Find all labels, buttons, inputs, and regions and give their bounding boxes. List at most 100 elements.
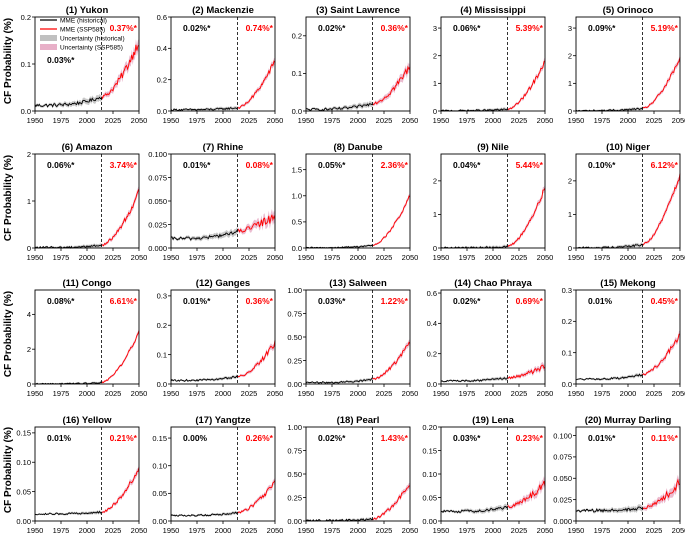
future-line bbox=[101, 467, 140, 513]
x-tick-label: 2025 bbox=[105, 253, 122, 262]
y-tick-label: 1.0 bbox=[292, 192, 302, 201]
y-tick-label: 0.6 bbox=[157, 13, 167, 22]
x-tick-label: 1975 bbox=[459, 389, 476, 398]
future-uncertainty-band bbox=[507, 57, 545, 111]
x-tick-label: 2025 bbox=[376, 253, 393, 262]
x-tick-label: 2050 bbox=[402, 253, 419, 262]
y-tick-label: 3 bbox=[568, 24, 572, 33]
y-tick-label: 1.00 bbox=[287, 286, 302, 295]
future-line bbox=[372, 341, 411, 381]
x-tick-label: 2000 bbox=[79, 389, 96, 398]
future-uncertainty-band bbox=[101, 328, 139, 384]
y-tick-label: 0.050 bbox=[148, 197, 167, 206]
y-tick-label: 0.15 bbox=[422, 446, 437, 455]
future-line bbox=[237, 340, 276, 378]
future-change-label: 0.21%* bbox=[110, 433, 138, 443]
y-tick-label: 0.00 bbox=[287, 380, 302, 389]
future-change-label: 0.37%* bbox=[110, 23, 138, 33]
y-tick-label: 0.1 bbox=[21, 60, 31, 69]
x-tick-label: 1950 bbox=[298, 116, 315, 125]
future-uncertainty-band bbox=[507, 476, 545, 510]
x-tick-label: 2050 bbox=[131, 253, 148, 262]
future-uncertainty-band bbox=[101, 185, 139, 247]
y-tick-label: 0 bbox=[568, 244, 572, 253]
y-tick-label: 2 bbox=[568, 52, 572, 61]
historical-change-label: 0.06%* bbox=[453, 23, 481, 33]
x-tick-label: 2025 bbox=[511, 526, 528, 535]
y-axis-labels: CF Probability (%) CF Probability (%) CF… bbox=[3, 18, 14, 513]
x-tick-label: 2025 bbox=[241, 253, 258, 262]
future-change-label: 3.74%* bbox=[110, 160, 138, 170]
panel-14: (14) Chao Phraya 0.02%* 0.69%* 0.0 0.2 0.4 0.6… bbox=[427, 278, 554, 398]
x-tick-label: 1950 bbox=[298, 389, 315, 398]
future-change-label: 5.19%* bbox=[651, 23, 679, 33]
y-tick-label: 0.3 bbox=[562, 286, 572, 295]
x-tick-label: 1950 bbox=[298, 253, 315, 262]
panel-5: (5) Orinoco 0.09%* 5.19%* 0 1 2 3 1950 1975 2000 2… bbox=[568, 5, 685, 125]
x-tick-label: 2025 bbox=[241, 116, 258, 125]
y-tick-label: 0.25 bbox=[287, 493, 302, 502]
x-tick-label: 2025 bbox=[646, 526, 663, 535]
y-tick-label: 0.2 bbox=[21, 13, 31, 22]
x-tick-label: 2000 bbox=[79, 116, 96, 125]
x-tick-label: 2050 bbox=[131, 116, 148, 125]
y-tick-label: 0.0 bbox=[292, 107, 302, 116]
x-tick-label: 2050 bbox=[672, 253, 685, 262]
y-tick-label: 0.25 bbox=[287, 356, 302, 365]
panel-title: (10) Niger bbox=[606, 142, 650, 153]
y-tick-label: 0.75 bbox=[287, 446, 302, 455]
x-tick-label: 2050 bbox=[131, 526, 148, 535]
x-tick-label: 2025 bbox=[646, 116, 663, 125]
future-change-label: 0.69%* bbox=[516, 296, 544, 306]
future-uncertainty-band bbox=[372, 193, 410, 247]
future-line bbox=[642, 333, 681, 376]
panel-2: (2) Mackenzie 0.02%* 0.74%* 0.0 0.2 0.4 0.6 195… bbox=[157, 5, 284, 125]
future-uncertainty-band bbox=[237, 57, 275, 110]
x-tick-label: 1975 bbox=[53, 116, 70, 125]
x-tick-label: 1950 bbox=[433, 526, 450, 535]
future-change-label: 5.44%* bbox=[516, 160, 544, 170]
x-tick-label: 2025 bbox=[511, 389, 528, 398]
x-tick-label: 1975 bbox=[189, 116, 206, 125]
future-line bbox=[237, 480, 276, 514]
panel-16: (16) Yellow 0.01% 0.21%* 0.00 0.05 0.10 0.15 19… bbox=[16, 415, 147, 535]
y-tick-label: 0.100 bbox=[148, 150, 167, 159]
historical-line bbox=[170, 107, 238, 112]
historical-uncertainty-band bbox=[576, 504, 643, 514]
future-line bbox=[237, 214, 276, 233]
panel-7: (7) Rhine 0.01%* 0.08%* 0.000 0.025 0.050 0.07… bbox=[148, 142, 283, 262]
historical-change-label: 0.01%* bbox=[588, 433, 616, 443]
panel-18: (18) Pearl 0.02%* 1.43%* 0.00 0.25 0.50 0.75 1.… bbox=[287, 415, 418, 535]
x-tick-label: 1950 bbox=[298, 526, 315, 535]
future-uncertainty-band bbox=[372, 482, 410, 521]
y-tick-label: 0.3 bbox=[157, 292, 167, 301]
y-tick-label: 0.100 bbox=[553, 431, 572, 440]
x-tick-label: 2025 bbox=[511, 116, 528, 125]
x-tick-label: 2050 bbox=[402, 526, 419, 535]
panel-15: (15) Mekong 0.01% 0.45%* 0.0 0.1 0.2 0.3 1950 19… bbox=[562, 278, 685, 398]
future-uncertainty-band bbox=[642, 54, 680, 109]
historical-change-label: 0.08%* bbox=[47, 296, 75, 306]
y-tick-label: 0.075 bbox=[553, 453, 572, 462]
future-line bbox=[372, 485, 411, 521]
x-tick-label: 2000 bbox=[350, 526, 367, 535]
future-change-label: 0.74%* bbox=[246, 23, 274, 33]
future-uncertainty-band bbox=[642, 330, 680, 376]
y-tick-label: 0.2 bbox=[427, 349, 437, 358]
future-change-label: 6.12%* bbox=[651, 160, 679, 170]
panel-title: (12) Ganges bbox=[196, 278, 250, 289]
x-tick-label: 2000 bbox=[79, 526, 96, 535]
future-change-label: 0.11%* bbox=[651, 433, 679, 443]
historical-line bbox=[34, 96, 102, 108]
panel-title: (3) Saint Lawrence bbox=[316, 5, 400, 16]
ylabel-row-2: CF Probability (%) bbox=[3, 155, 14, 241]
future-line bbox=[237, 60, 276, 109]
y-tick-label: 0.6 bbox=[427, 289, 437, 298]
future-uncertainty-band bbox=[237, 209, 275, 235]
historical-change-label: 0.09%* bbox=[588, 23, 616, 33]
x-tick-label: 1975 bbox=[324, 253, 341, 262]
y-tick-label: 0.1 bbox=[292, 69, 302, 78]
future-uncertainty-band bbox=[642, 169, 680, 247]
y-tick-label: 0 bbox=[433, 244, 437, 253]
